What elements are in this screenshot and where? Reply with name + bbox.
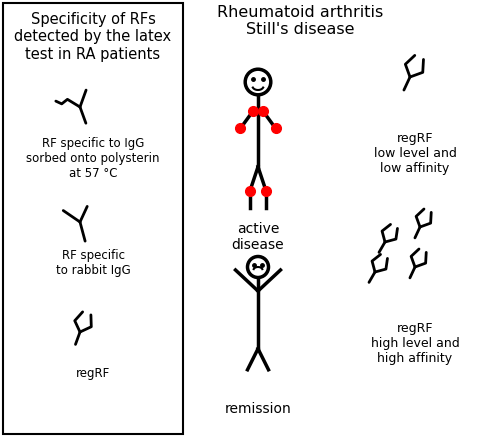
Text: regRF
high level and
high affinity: regRF high level and high affinity (371, 322, 459, 365)
Text: RF specific
to rabbit IgG: RF specific to rabbit IgG (56, 249, 131, 277)
Text: remission: remission (225, 402, 291, 416)
Text: RF specific to IgG
sorbed onto polysterin
at 57 °C: RF specific to IgG sorbed onto polysteri… (26, 137, 160, 180)
Text: regRF: regRF (76, 367, 110, 380)
Text: active
disease: active disease (232, 222, 284, 252)
Text: Rheumatoid arthritis
Still's disease: Rheumatoid arthritis Still's disease (217, 5, 383, 38)
Text: regRF
low level and
low affinity: regRF low level and low affinity (373, 132, 456, 175)
Bar (3, 3, 183, 434)
Text: Specificity of RFs
detected by the latex
test in RA patients: Specificity of RFs detected by the latex… (14, 12, 171, 62)
